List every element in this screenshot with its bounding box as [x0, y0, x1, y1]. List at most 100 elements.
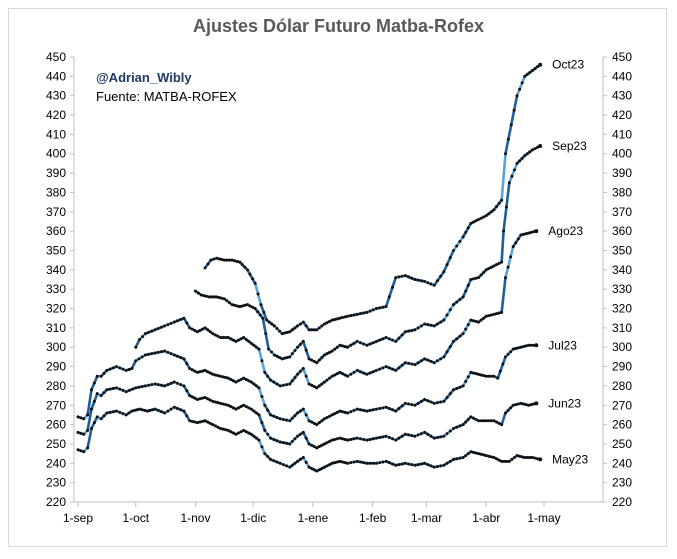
data-point	[293, 348, 297, 352]
data-point	[368, 309, 372, 313]
data-point	[343, 461, 347, 465]
data-point	[466, 283, 470, 287]
data-point	[439, 435, 443, 439]
data-point	[340, 344, 344, 348]
data-point	[156, 327, 160, 331]
data-point	[296, 434, 300, 438]
data-point	[419, 324, 423, 328]
series-segment	[86, 427, 93, 450]
data-point	[275, 416, 279, 420]
data-point	[426, 432, 430, 436]
data-point	[234, 407, 238, 411]
y-tick-label-left: 450	[46, 50, 66, 64]
data-point	[193, 420, 197, 424]
data-point	[461, 295, 465, 299]
data-point	[315, 446, 319, 450]
series-segment	[115, 365, 128, 372]
series-segment	[504, 245, 515, 279]
data-point	[140, 408, 144, 412]
data-point	[482, 419, 486, 423]
data-point	[124, 368, 128, 372]
data-point	[182, 384, 186, 388]
data-point	[236, 379, 240, 383]
data-point	[211, 372, 215, 376]
data-point	[288, 465, 292, 469]
y-tick-label-right: 430	[612, 89, 632, 103]
data-point	[150, 408, 154, 412]
data-point	[283, 331, 287, 335]
data-point	[403, 432, 407, 436]
data-point	[275, 327, 279, 331]
data-point	[501, 362, 505, 366]
series-segment	[346, 369, 359, 378]
data-point	[335, 345, 339, 349]
y-tick-label-left: 240	[46, 456, 66, 470]
data-point	[328, 319, 332, 323]
data-point	[131, 387, 135, 391]
data-point	[285, 441, 289, 445]
data-point	[260, 359, 264, 363]
data-point	[242, 376, 246, 380]
data-point	[143, 353, 147, 357]
data-point	[387, 436, 391, 440]
data-point	[206, 420, 210, 424]
data-point	[448, 429, 452, 433]
data-point	[362, 342, 366, 346]
data-point	[461, 456, 465, 459]
data-point	[381, 305, 385, 309]
data-point	[105, 411, 109, 415]
data-point	[278, 417, 282, 421]
data-point	[416, 326, 420, 330]
data-point	[296, 324, 300, 328]
data-point	[503, 276, 507, 280]
data-point	[111, 366, 115, 370]
series-segment	[504, 403, 515, 415]
data-point	[397, 436, 401, 440]
series-segment	[384, 405, 398, 413]
series-segment	[375, 460, 388, 465]
series-segment	[461, 450, 473, 459]
data-point	[484, 314, 488, 318]
y-tick-label-left: 400	[46, 147, 66, 161]
data-point	[229, 337, 233, 341]
data-point	[335, 437, 339, 441]
data-point	[230, 258, 234, 262]
data-point	[509, 255, 513, 259]
data-point	[538, 144, 543, 148]
data-point	[213, 373, 217, 377]
data-point	[212, 257, 216, 261]
data-point	[193, 369, 197, 373]
data-point	[520, 455, 524, 459]
data-point	[153, 382, 157, 386]
data-point	[172, 380, 176, 384]
data-point	[198, 420, 202, 424]
series-segment	[346, 436, 359, 442]
data-point	[257, 347, 261, 351]
data-point	[330, 318, 334, 322]
data-point	[202, 294, 206, 298]
data-point	[455, 337, 459, 341]
data-point	[317, 326, 321, 330]
series-labels: May23 Jun23 Jul23 Ago23 Sep23 Oct23	[548, 58, 588, 467]
data-point	[82, 450, 86, 454]
y-tick-label-right: 370	[612, 205, 632, 219]
series-segment	[423, 357, 436, 364]
data-point	[206, 328, 210, 332]
data-point	[352, 370, 356, 374]
data-point	[218, 401, 222, 405]
series-segment	[461, 318, 473, 335]
series-segment	[375, 336, 388, 343]
series-segment	[394, 402, 407, 413]
data-point	[474, 276, 478, 280]
data-point	[79, 431, 83, 435]
data-point	[99, 394, 103, 398]
data-point	[423, 430, 427, 434]
data-point	[403, 401, 407, 405]
data-point	[156, 383, 160, 387]
data-point	[251, 305, 255, 309]
series-segment	[265, 318, 276, 328]
data-point	[179, 383, 183, 387]
data-point	[458, 456, 462, 460]
y-tick-label-left: 380	[46, 185, 66, 199]
data-point	[135, 408, 139, 412]
